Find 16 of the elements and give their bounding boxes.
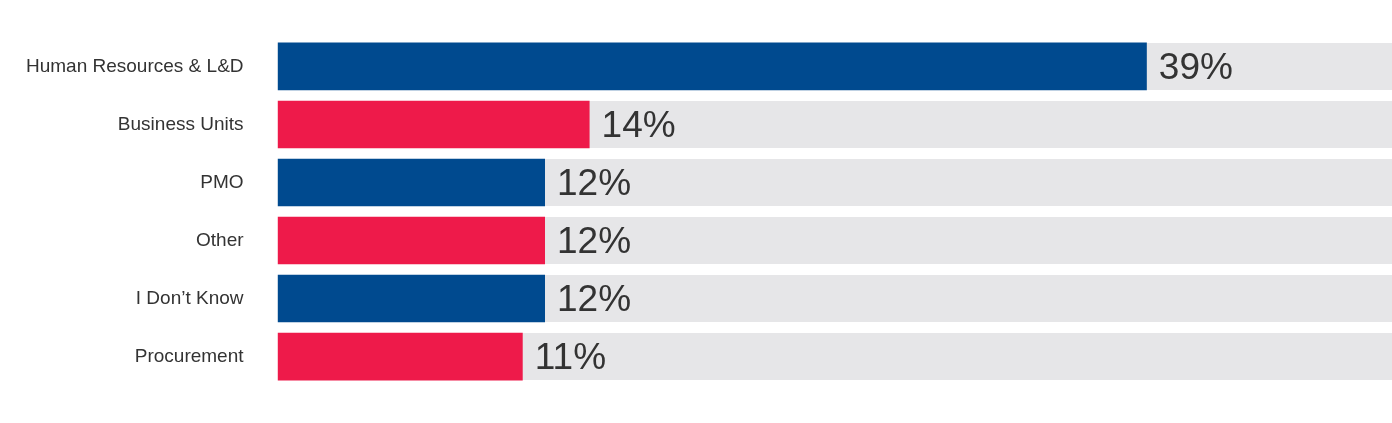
bar (277, 158, 546, 207)
data-label: 11% (534, 335, 607, 377)
bar (277, 332, 523, 381)
data-label: 39% (1158, 45, 1233, 87)
y-tick-label: Procurement (134, 344, 245, 366)
y-tick-label: Other (196, 228, 245, 250)
data-label: 12% (557, 219, 632, 261)
bar (277, 274, 546, 323)
data-label: 14% (601, 103, 676, 145)
data-label: 12% (557, 161, 632, 203)
bar (277, 216, 546, 265)
y-tick-label: PMO (200, 170, 244, 192)
data-label: 12% (557, 277, 632, 319)
y-tick-label: I Don’t Know (135, 286, 244, 308)
y-tick-label: Business Units (117, 112, 244, 134)
y-tick-label: Human Resources & L&D (25, 54, 244, 76)
